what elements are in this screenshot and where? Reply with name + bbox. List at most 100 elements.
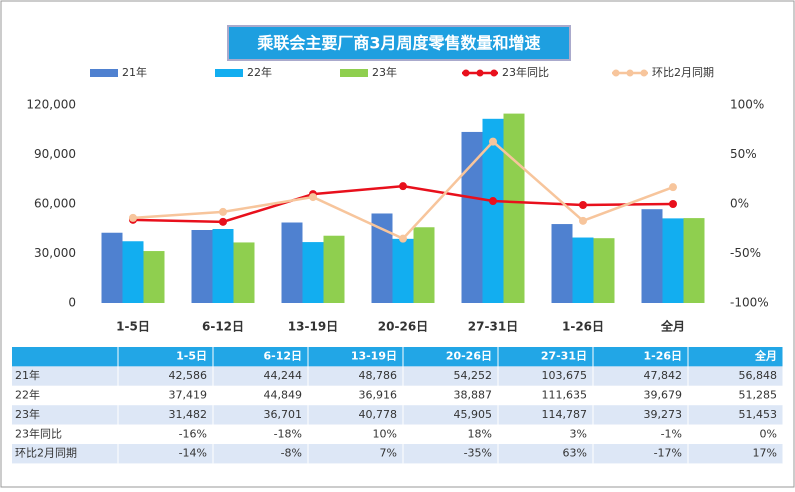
table-cell: 31,482 [169, 408, 208, 421]
table-cell: -18% [274, 427, 302, 440]
table-cell: 39,273 [644, 408, 683, 421]
x-tick-label: 全月 [660, 319, 685, 334]
y2-tick-label: 0% [730, 197, 749, 211]
y2-tick-label: 100% [730, 98, 764, 112]
bar [212, 228, 234, 303]
marker [309, 193, 317, 202]
bar [461, 131, 483, 303]
y-tick-label: 60,000 [34, 197, 76, 211]
table-header-cell: 1-26日 [643, 350, 682, 363]
bar [413, 227, 435, 303]
legend-swatch [340, 69, 368, 77]
legend-label: 23年同比 [502, 65, 549, 79]
table-cell: -14% [179, 447, 207, 460]
bar [371, 213, 393, 303]
marker [579, 216, 587, 225]
legend-swatch [215, 69, 243, 77]
y2-tick-label: -50% [730, 246, 761, 260]
table-cell: 0% [760, 427, 777, 440]
table-cell: 37,419 [169, 389, 208, 402]
legend-swatch [462, 69, 470, 77]
table-header-cell: 全月 [754, 349, 777, 363]
table-cell: -8% [281, 447, 302, 460]
legend-label: 21年 [122, 65, 147, 79]
legend-swatch [612, 69, 620, 77]
y-tick-label: 90,000 [34, 147, 76, 161]
table-row [12, 405, 783, 425]
table-cell: 42,586 [169, 369, 208, 382]
table-row [12, 385, 783, 406]
x-tick-label: 6-12日 [202, 320, 244, 334]
x-tick-label: 27-31日 [468, 320, 518, 334]
bar [662, 218, 684, 303]
y-tick-label: 30,000 [34, 246, 76, 260]
x-tick-label: 1-26日 [562, 320, 604, 334]
legend-swatch [90, 69, 118, 77]
table-cell: 40,778 [359, 408, 398, 421]
bar [572, 237, 594, 303]
bar [482, 118, 504, 304]
marker [129, 213, 137, 222]
bar [122, 241, 144, 303]
bar [392, 238, 414, 303]
chart-title: 乘联会主要厂商3月周度零售数量和增速 [256, 34, 540, 53]
table-cell: 44,244 [264, 369, 303, 382]
table-row-label: 环比2月同期 [15, 447, 77, 460]
legend-label: 22年 [247, 65, 272, 79]
bar [683, 218, 705, 303]
table-cell: 10% [373, 427, 397, 440]
table-cell: -1% [661, 427, 682, 440]
table-cell: 48,786 [359, 369, 398, 382]
table-cell: -35% [464, 447, 492, 460]
x-tick-label: 20-26日 [378, 320, 428, 334]
marker [399, 234, 407, 243]
marker [399, 182, 407, 191]
table-cell: 36,701 [264, 408, 303, 421]
table-cell: 17% [753, 447, 777, 460]
table-row-label: 23年同比 [15, 426, 62, 440]
table-cell: 111,635 [542, 389, 588, 402]
table-row-label: 23年 [15, 407, 40, 421]
marker [219, 207, 227, 216]
table-cell: 18% [468, 427, 492, 440]
legend-swatch [476, 69, 484, 77]
marker [489, 197, 497, 206]
title-box [227, 25, 571, 61]
legend-swatch [490, 69, 498, 77]
table-cell: 114,787 [542, 408, 588, 421]
table-cell: 47,842 [644, 369, 683, 382]
x-tick-label: 13-19日 [288, 320, 338, 334]
legend-label: 23年 [372, 65, 397, 79]
marker [489, 137, 497, 146]
table-row-label: 22年 [15, 388, 40, 402]
bar [323, 235, 345, 303]
table-header [12, 347, 783, 367]
bar [641, 209, 663, 303]
marker [669, 183, 677, 192]
table-header-cell: 13-19日 [351, 350, 397, 363]
legend-swatch [626, 69, 634, 77]
bar [143, 251, 165, 303]
table-cell: 3% [570, 427, 587, 440]
y-tick-label: 0 [68, 296, 76, 310]
table-cell: 36,916 [359, 389, 398, 402]
table-cell: 54,252 [454, 369, 493, 382]
x-tick-label: 1-5日 [116, 320, 150, 334]
table-cell: 44,849 [264, 389, 303, 402]
table-row-label: 21年 [15, 368, 40, 382]
table-cell: -16% [179, 427, 207, 440]
table-header-cell: 20-26日 [446, 350, 492, 363]
y2-tick-label: -100% [730, 296, 769, 310]
legend-label: 环比2月同期 [652, 66, 714, 79]
bar [191, 229, 213, 303]
table-cell: -17% [654, 447, 682, 460]
table-cell: 56,848 [739, 369, 778, 382]
table-row [12, 424, 783, 444]
table-cell: 103,675 [542, 369, 588, 382]
y2-tick-label: 50% [730, 147, 757, 161]
bar [302, 242, 324, 303]
legend-swatch [640, 69, 648, 77]
table-row [12, 366, 783, 386]
table-cell: 39,679 [644, 389, 683, 402]
